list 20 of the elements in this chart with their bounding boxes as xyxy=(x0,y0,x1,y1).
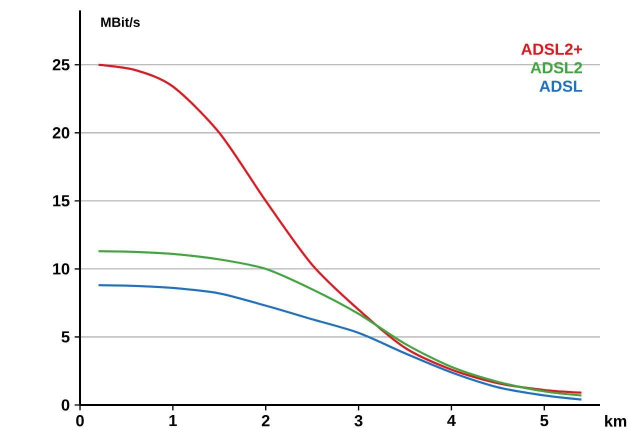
text: ADSL2+ xyxy=(521,44,582,55)
y-tick-label: 20 xyxy=(52,127,70,138)
text: ADSL2 xyxy=(530,62,582,74)
x-axis-title: km xyxy=(605,415,626,427)
y-axis-title: MBit/s xyxy=(101,17,140,28)
line-series xyxy=(98,284,582,401)
x-tick-label: 1 xyxy=(169,415,177,426)
text: ADSL xyxy=(540,80,582,92)
y-tick-label: 5 xyxy=(62,331,70,343)
y-tick-label: 25 xyxy=(52,59,70,70)
x-tick-label: 3 xyxy=(354,415,362,426)
y-tick-label: 10 xyxy=(53,263,70,275)
y-tick-label: 15 xyxy=(53,195,70,206)
line-series xyxy=(98,250,582,397)
x-tick-label: 5 xyxy=(540,415,548,426)
x-tick-label: 0 xyxy=(76,415,84,426)
y-tick-label: 0 xyxy=(62,399,70,411)
line-series xyxy=(98,64,582,394)
x-tick-label: 4 xyxy=(447,415,456,426)
x-tick-label: 2 xyxy=(262,415,270,426)
